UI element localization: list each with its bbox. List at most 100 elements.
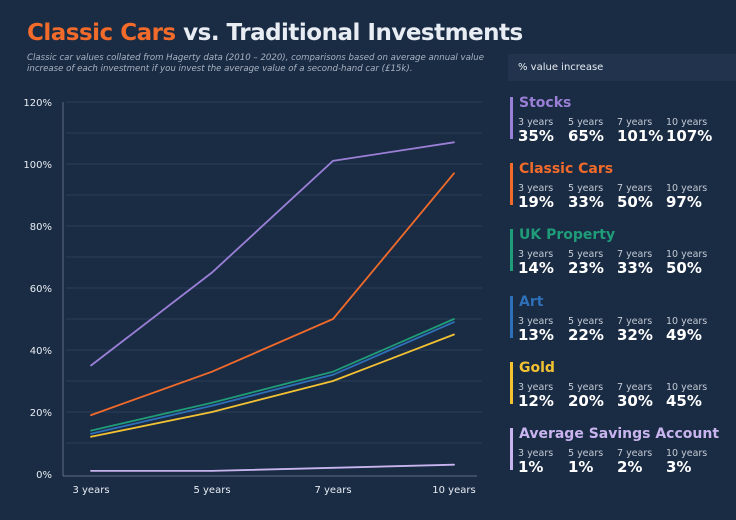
series-line-art [90,321,455,435]
legend-series-name: Gold [519,359,555,376]
legend-value-cell: 10 years 97% [666,183,726,210]
legend-color-bar [510,428,513,470]
legend-series-name: Stocks [519,95,572,111]
legend-period-label: 7 years [617,381,653,393]
x-tick-label: 7 years [314,485,351,496]
legend-period-label: 5 years [568,315,604,327]
legend-item: Stocks 3 years 35% 5 years 65% 7 years 101% 10 … [510,95,730,145]
legend-value: 107% [666,127,713,145]
legend-value: 33% [617,259,653,278]
legend-value: 33% [568,193,604,212]
legend-series-name: Art [519,293,544,310]
legend-period-label: 7 years [617,448,653,459]
legend-value-cell: 3 years 14% [518,249,578,276]
legend-value-cell: 7 years 101% [617,117,677,144]
legend-series-name: UK Property [519,227,616,244]
legend-value-cell: 7 years 32% [617,316,677,343]
legend-period-label: 10 years [666,117,708,128]
series-line-gold [90,333,455,438]
legend-value: 1% [568,458,594,476]
series-line-classic-cars [90,172,455,416]
data-point [453,463,455,466]
data-point [332,466,334,469]
x-tick-label: 10 years [432,485,475,496]
legend-value-cell: 3 years 12% [518,382,578,409]
legend-color-bar [510,295,513,338]
legend-color-bar [510,97,513,139]
legend-value: 12% [518,391,554,410]
legend-value-cell: 7 years 50% [617,183,677,210]
legend-value: 1% [518,458,544,476]
y-tick-label: 20% [30,408,52,419]
legend-value: 2% [617,458,643,476]
legend-value-cell: 5 years 1% [568,448,628,475]
data-point [211,271,213,274]
data-point [453,172,455,175]
y-tick-label: 100% [23,160,52,171]
legend-period-label: 5 years [568,249,604,261]
legend-value: 20% [568,391,604,410]
legend-value: 65% [568,127,604,145]
legend-value: 23% [568,259,604,278]
legend-value-cell: 3 years 19% [518,183,578,210]
data-point [453,321,455,323]
data-point [211,404,213,407]
legend-value-cell: 10 years 50% [666,249,726,276]
legend-value: 19% [518,193,554,212]
legend-value: 50% [666,259,702,278]
legend-period-label: 10 years [666,249,708,261]
legend-value-cell: 10 years 49% [666,316,726,343]
legend-value: 45% [666,391,702,410]
legend-period-label: 7 years [617,183,653,195]
legend-value: 49% [666,325,702,344]
legend-period-label: 10 years [666,381,708,393]
data-point [90,470,92,472]
legend-value-cell: 7 years 2% [617,448,677,475]
legend-header: % value increase [508,54,736,81]
legend-value: 3% [666,458,692,476]
legend-value-cell: 10 years 45% [666,382,726,409]
data-point [453,318,455,320]
data-point [332,370,334,373]
x-tick-label: 5 years [193,485,230,496]
legend-value-cell: 3 years 13% [518,316,578,343]
legend-value: 35% [518,127,554,145]
legend-period-label: 3 years [518,117,554,128]
legend-value: 30% [617,391,653,410]
line-chart: 0% 20% 40% 60% 80% 100% 120% 3 years 5 years 7 ye… [23,98,482,496]
legend-series-name: Classic Cars [519,161,614,178]
y-tick-label: 120% [23,98,52,109]
legend-value: 97% [666,193,702,212]
x-tick-label: 3 years [72,485,109,496]
subtitle: Classic car values collated from Hagerty… [27,53,485,74]
series-line-stocks [90,141,455,367]
data-point [332,373,334,376]
y-tick-label: 60% [30,284,52,295]
data-point [453,141,455,144]
legend-period-label: 7 years [617,315,653,327]
legend-value-cell: 7 years 30% [617,382,677,409]
data-point [332,160,334,162]
legend-value: 13% [518,325,554,344]
y-tick-label: 80% [30,222,52,233]
data-point [211,401,213,404]
legend-value-cell: 10 years 107% [666,117,726,144]
legend-value: 32% [617,325,653,344]
legend-period-label: 7 years [617,117,653,128]
legend-item: UK Property 3 years 14% 5 years 23% 7 years 33… [510,227,730,277]
legend-value-cell: 5 years 33% [568,183,628,210]
data-point [211,470,213,472]
legend-value-cell: 5 years 22% [568,316,628,343]
data-point [211,370,213,373]
legend-item: Classic Cars 3 years 19% 5 years 33% 7 years 5… [510,161,730,211]
legend-series-name: Average Savings Account [519,426,720,442]
data-point [90,435,92,438]
title-rest: vs. Traditional Investments [175,20,523,46]
legend-value-cell: 3 years 35% [518,117,578,144]
legend-value-cell: 5 years 23% [568,249,628,276]
data-point [332,318,334,320]
legend-period-label: 5 years [568,183,604,195]
legend-period-label: 5 years [568,448,604,459]
data-point [90,364,92,367]
legend-period-label: 3 years [518,381,554,393]
